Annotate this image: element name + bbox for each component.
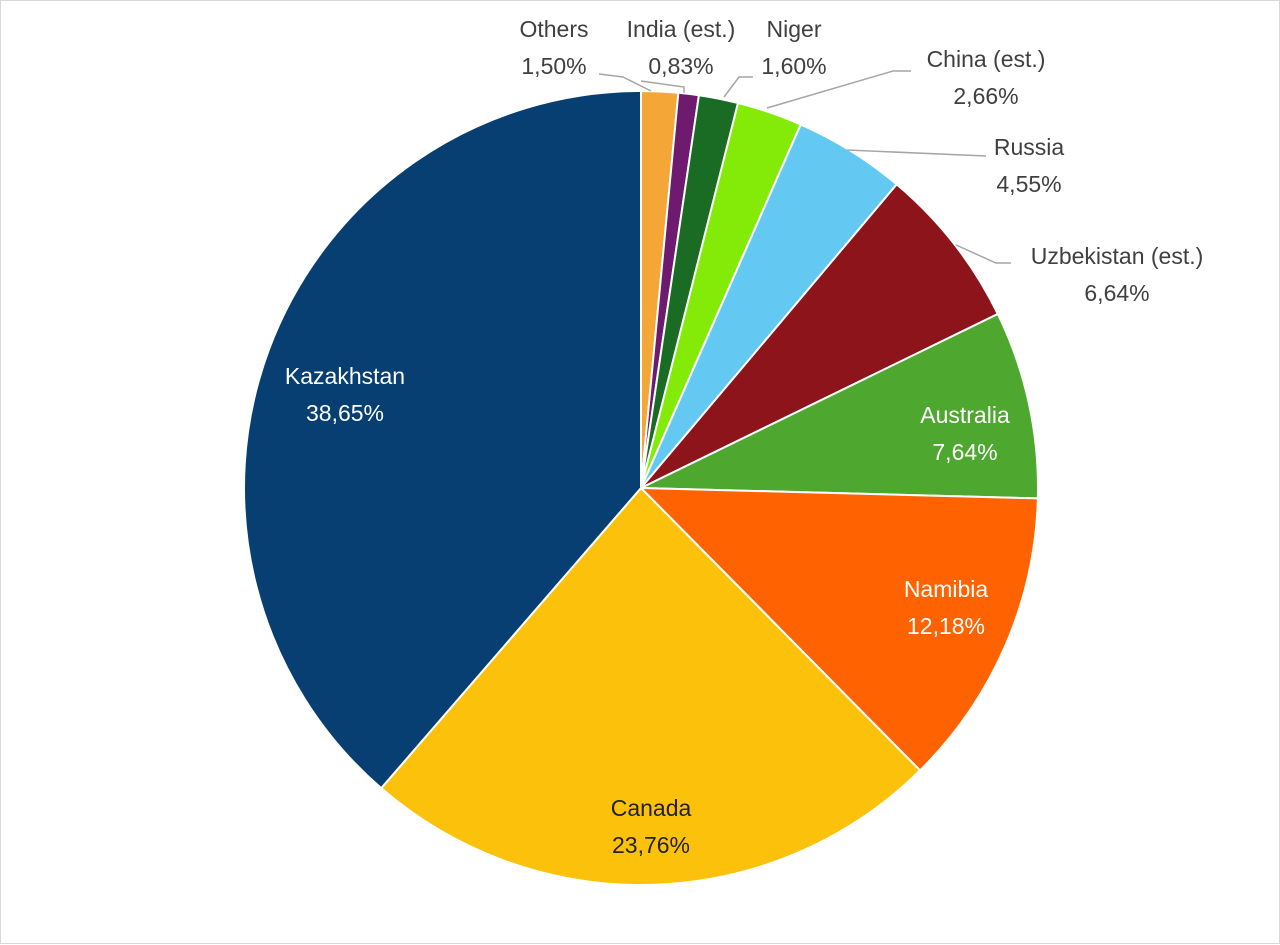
data-label-name-canada: Canada: [611, 795, 692, 821]
data-label-value-china-est: 2,66%: [953, 83, 1018, 109]
data-label-value-india-est: 0,83%: [648, 53, 713, 79]
leader-lines: [598, 70, 1011, 264]
leader-line-uzbekistan-est: [955, 244, 1011, 264]
data-label-value-uzbekistan-est: 6,64%: [1084, 280, 1149, 306]
data-label-name-australia: Australia: [920, 402, 1010, 428]
leader-line-niger: [723, 76, 753, 98]
pie-slice-canada: [379, 486, 922, 886]
pie-slice-namibia: [638, 486, 1039, 772]
data-label-name-china-est: China (est.): [927, 46, 1046, 72]
leader-line-china-est: [766, 70, 911, 109]
leader-line-russia: [846, 149, 987, 157]
data-label-name-others: Others: [519, 16, 588, 42]
data-label-name-namibia: Namibia: [904, 576, 989, 602]
data-label-value-canada: 23,76%: [612, 832, 690, 858]
leader-line-others: [598, 73, 652, 92]
data-label-name-india-est: India (est.): [627, 16, 736, 42]
pie-slice-kazakhstan: [243, 89, 642, 790]
leader-line-india-est: [640, 80, 685, 93]
data-label-name-kazakhstan: Kazakhstan: [285, 363, 405, 389]
pie-slice-uzbekistan-est: [640, 182, 1000, 489]
data-label-name-niger: Niger: [767, 16, 822, 42]
data-label-value-others: 1,50%: [521, 53, 586, 79]
data-label-value-russia: 4,55%: [996, 171, 1061, 197]
data-labels: Kazakhstan 38,65% Canada 23,76% Namibia 12,18…: [285, 16, 1203, 858]
data-label-value-niger: 1,60%: [761, 53, 826, 79]
data-label-value-namibia: 12,18%: [907, 613, 985, 639]
data-label-value-australia: 7,64%: [932, 439, 997, 465]
data-label-value-kazakhstan: 38,65%: [306, 400, 384, 426]
data-label-name-uzbekistan-est: Uzbekistan (est.): [1031, 243, 1204, 269]
pie-slices: [243, 89, 1039, 886]
pie-slice-australia: [640, 312, 1039, 500]
data-label-name-russia: Russia: [994, 134, 1065, 160]
